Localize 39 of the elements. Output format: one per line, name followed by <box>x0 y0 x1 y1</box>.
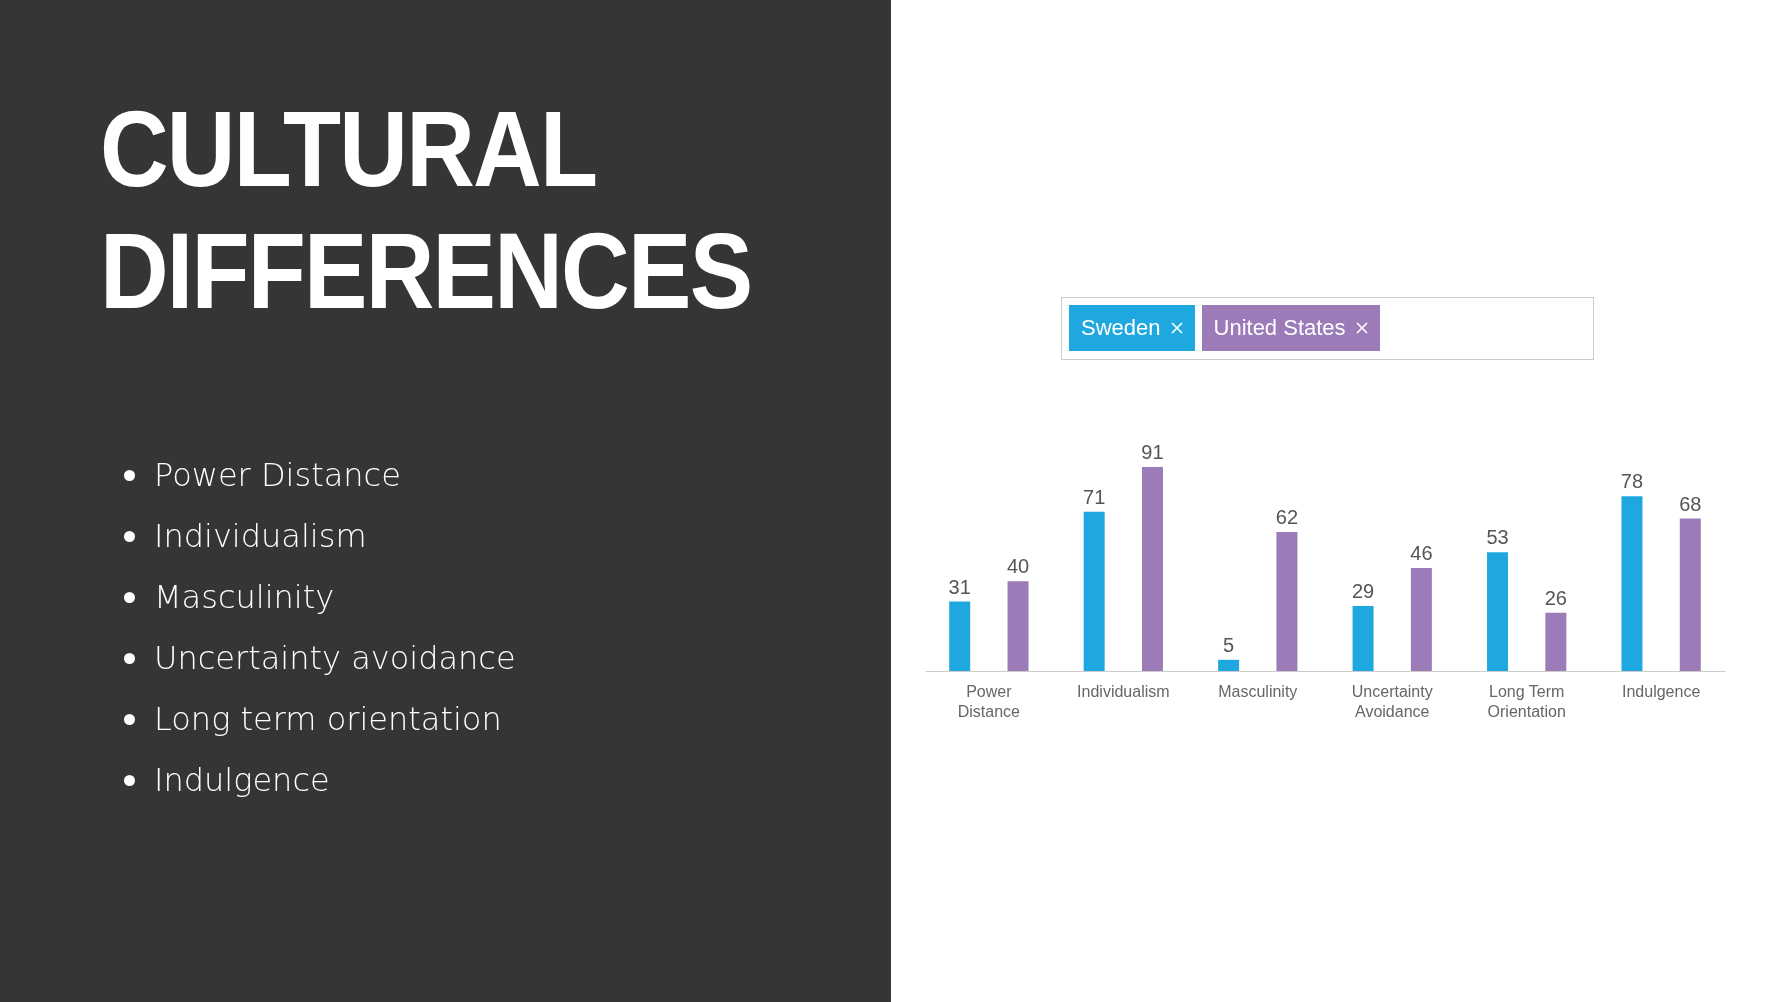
text: United States <box>1213 315 1346 341</box>
data-label: 62 <box>1275 506 1299 529</box>
bar <box>1352 605 1374 671</box>
bar <box>1276 532 1298 671</box>
bar <box>1007 581 1029 671</box>
x-tick-label: Uncertainty Avoidance <box>1351 682 1433 720</box>
text: Power Distance <box>154 455 402 496</box>
bar <box>1141 467 1163 671</box>
x-tick-label: Masculinity <box>1218 682 1298 700</box>
bar <box>1621 496 1643 671</box>
bar <box>1410 567 1432 671</box>
text: Long term orientation <box>154 699 503 740</box>
data-label: 5 <box>1223 633 1235 656</box>
data-label: 53 <box>1486 526 1509 549</box>
text: Uncertainty avoidance <box>154 638 516 679</box>
x-tick-label: Power Distance <box>957 682 1021 720</box>
text: Individualism <box>154 516 368 557</box>
data-label: 29 <box>1351 579 1375 602</box>
text: Indulgence <box>154 760 331 801</box>
text: Masculinity <box>154 577 336 618</box>
data-label: 46 <box>1410 541 1433 564</box>
data-label: 78 <box>1620 470 1644 493</box>
data-label: 91 <box>1141 441 1164 463</box>
bar <box>1218 659 1240 671</box>
x-tick-label: Long Term Orientation <box>1487 682 1566 720</box>
data-label: 68 <box>1679 492 1702 515</box>
text: Sweden <box>1081 315 1161 341</box>
bar <box>1083 511 1105 671</box>
data-label: 26 <box>1544 586 1567 609</box>
data-label: 40 <box>1006 555 1030 578</box>
bar <box>949 601 971 671</box>
bar <box>1545 612 1567 671</box>
bar <box>1487 552 1509 671</box>
data-label: 31 <box>948 575 971 598</box>
x-tick-label: Individualism <box>1077 682 1170 700</box>
bar <box>1679 518 1701 671</box>
chart-title: CULTURAL DIFFERENCES <box>100 88 753 332</box>
data-label: 71 <box>1083 485 1106 508</box>
x-tick-label: Indulgence <box>1621 682 1701 700</box>
